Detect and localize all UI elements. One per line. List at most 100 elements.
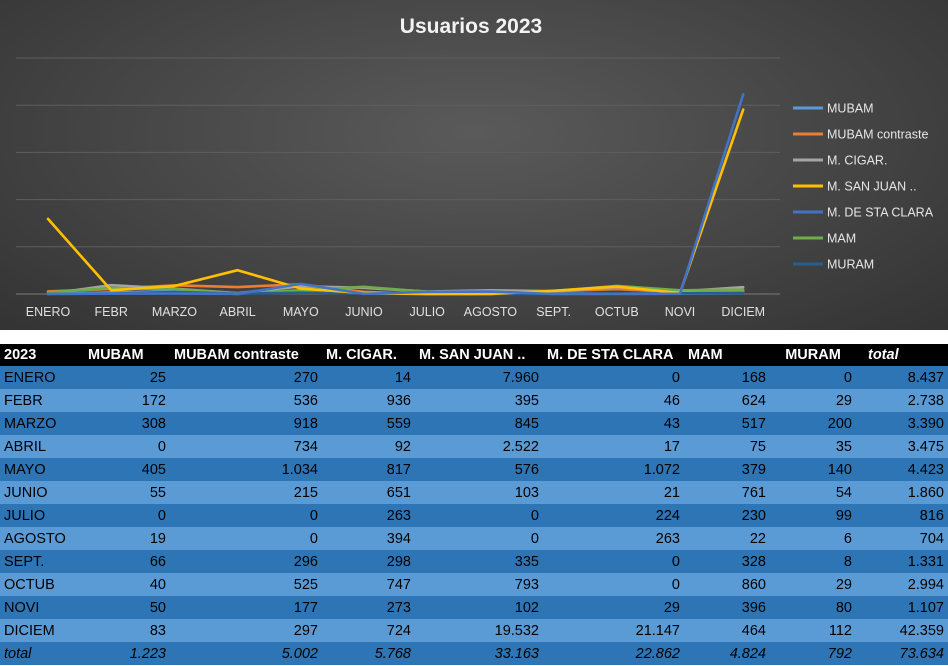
cell-value: 19.532 [415,619,543,642]
cell-value: 1.034 [170,458,322,481]
legend-label: M. SAN JUAN .. [827,180,917,194]
cell-value: 29 [770,389,856,412]
cell-value: 394 [322,527,415,550]
legend-label: MUBAM [827,102,874,116]
cell-value: 200 [770,412,856,435]
x-tick-label: SEPT. [536,305,571,319]
total-value: 5.002 [170,642,322,665]
header-year: 2023 [0,344,84,366]
x-tick-label: AGOSTO [464,305,518,319]
cell-value: 263 [322,504,415,527]
legend-label: MUBAM contraste [827,128,928,142]
cell-value: 19 [84,527,170,550]
cell-value: 270 [170,366,322,389]
cell-value: 0 [170,504,322,527]
cell-value: 328 [684,550,770,573]
cell-value: 845 [415,412,543,435]
row-month: ENERO [0,366,84,389]
cell-value: 103 [415,481,543,504]
cell-value: 25 [84,366,170,389]
cell-value: 6 [770,527,856,550]
cell-value: 296 [170,550,322,573]
row-month: ABRIL [0,435,84,458]
cell-value: 3.390 [856,412,948,435]
cell-value: 102 [415,596,543,619]
x-tick-label: ABRIL [220,305,256,319]
table-row: SEPT. 66 296 298 335 0 328 8 1.331 [0,550,948,573]
cell-value: 793 [415,573,543,596]
legend-label: M. CIGAR. [827,154,887,168]
cell-value: 747 [322,573,415,596]
row-month: DICIEM [0,619,84,642]
header-series: MUBAM contraste [170,344,322,366]
cell-value: 42.359 [856,619,948,642]
cell-value: 75 [684,435,770,458]
cell-value: 177 [170,596,322,619]
cell-value: 83 [84,619,170,642]
x-tick-label: NOVI [665,305,696,319]
table-row: FEBR 172 536 936 395 46 624 29 2.738 [0,389,948,412]
cell-value: 936 [322,389,415,412]
row-month: NOVI [0,596,84,619]
cell-value: 17 [543,435,684,458]
cell-value: 298 [322,550,415,573]
cell-value: 1.107 [856,596,948,619]
total-value: 4.824 [684,642,770,665]
row-month: SEPT. [0,550,84,573]
cell-value: 46 [543,389,684,412]
cell-value: 112 [770,619,856,642]
x-tick-label: JUNIO [345,305,383,319]
cell-value: 1.072 [543,458,684,481]
cell-value: 536 [170,389,322,412]
cell-value: 724 [322,619,415,642]
x-tick-label: ENERO [26,305,71,319]
cell-value: 0 [415,527,543,550]
x-tick-label: MAYO [283,305,319,319]
cell-value: 0 [84,504,170,527]
cell-value: 734 [170,435,322,458]
cell-value: 2.994 [856,573,948,596]
x-tick-label: FEBR [95,305,128,319]
row-month: OCTUB [0,573,84,596]
header-row: 2023 MUBAM MUBAM contraste M. CIGAR. M. … [0,344,948,366]
cell-value: 29 [770,573,856,596]
cell-value: 860 [684,573,770,596]
x-tick-label: JULIO [409,305,445,319]
header-series: MUBAM [84,344,170,366]
cell-value: 0 [543,550,684,573]
x-tick-label: OCTUB [595,305,639,319]
cell-value: 43 [543,412,684,435]
cell-value: 8.437 [856,366,948,389]
total-row: total 1.223 5.002 5.768 33.163 22.862 4.824 792… [0,642,948,665]
cell-value: 215 [170,481,322,504]
cell-value: 92 [322,435,415,458]
cell-value: 7.960 [415,366,543,389]
row-month: FEBR [0,389,84,412]
cell-value: 80 [770,596,856,619]
data-table: 2023 MUBAM MUBAM contraste M. CIGAR. M. … [0,344,948,665]
cell-value: 0 [415,504,543,527]
cell-value: 14 [322,366,415,389]
cell-value: 379 [684,458,770,481]
header-total: total [856,344,948,366]
cell-value: 0 [84,435,170,458]
cell-value: 2.522 [415,435,543,458]
chart-panel: Usuarios 2023 ENERO FEBR MARZO ABRIL MAYO JUNI… [0,0,948,330]
cell-value: 55 [84,481,170,504]
cell-value: 704 [856,527,948,550]
cell-value: 4.423 [856,458,948,481]
table-row: MAYO 405 1.034 817 576 1.072 379 140 4.423 [0,458,948,481]
cell-value: 816 [856,504,948,527]
cell-value: 66 [84,550,170,573]
total-value: 792 [770,642,856,665]
header-series: MAM [684,344,770,366]
cell-value: 21 [543,481,684,504]
cell-value: 230 [684,504,770,527]
cell-value: 297 [170,619,322,642]
header-series: MURAM [770,344,856,366]
cell-value: 1.860 [856,481,948,504]
header-series: M. CIGAR. [322,344,415,366]
cell-value: 140 [770,458,856,481]
table-row: DICIEM 83 297 724 19.532 21.147 464 112 42.359 [0,619,948,642]
cell-value: 273 [322,596,415,619]
